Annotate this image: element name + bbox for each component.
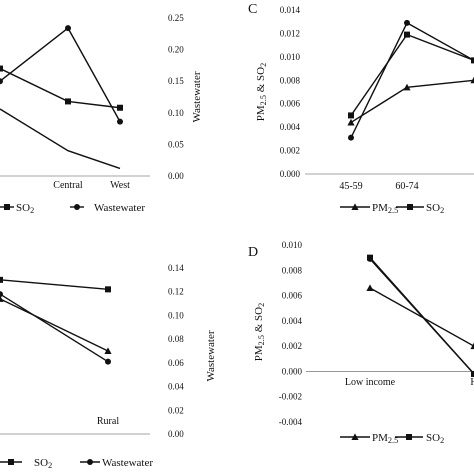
legend-label: SO2 — [16, 202, 34, 215]
legend-marker — [4, 204, 10, 210]
x-category-label: Low income — [345, 377, 396, 388]
y-tick-label: 0.12 — [168, 287, 184, 297]
x-category-label: 60-74 — [395, 181, 418, 192]
y-tick-label: 0.04 — [168, 382, 184, 392]
y-tick-label: 0.08 — [168, 334, 184, 344]
legend-label: SO2 — [34, 457, 52, 470]
data-point — [0, 276, 3, 283]
data-point — [403, 83, 411, 91]
legend-label: SO2 — [426, 432, 444, 445]
y-tick-label: 0.06 — [168, 358, 184, 368]
series-line — [0, 27, 121, 122]
data-point — [105, 286, 111, 293]
y-axis-label: PM2.5 & SO2 — [255, 63, 268, 121]
panel-d: -0.004 -0.002 0.000 0.002 0.004 0.006 0.008 0.0… — [248, 240, 474, 445]
x-category-label: Rural — [97, 416, 119, 427]
y-tick-label: 0.002 — [282, 341, 302, 351]
y-tick-label: -0.004 — [279, 417, 303, 427]
y-tick-label: 0.012 — [280, 28, 300, 38]
data-point — [471, 370, 474, 377]
y-tick-label: 0.14 — [168, 263, 184, 273]
legend-label: PM2.5 — [372, 202, 398, 215]
y-tick-label: 0.15 — [168, 76, 184, 86]
panel-e: 0.00 0.02 0.04 0.06 0.08 0.10 0.12 0.14 Wastewat… — [0, 263, 217, 470]
y-tick-label: 0.010 — [282, 240, 303, 250]
data-point — [470, 76, 474, 84]
y-tick-label: 0.008 — [282, 265, 303, 275]
series-line — [350, 21, 474, 138]
y-tick-label: 0.02 — [168, 405, 184, 415]
data-point — [117, 104, 123, 111]
data-point — [104, 347, 112, 354]
series-line — [369, 258, 474, 375]
series-line — [350, 33, 474, 116]
legend-label: Wastewater — [94, 202, 145, 214]
data-point — [0, 291, 3, 298]
data-point — [117, 118, 123, 125]
legend-marker — [8, 459, 14, 465]
data-point — [470, 342, 474, 350]
series-line — [0, 108, 121, 170]
y-axis-label: PM2.5 & SO2 — [253, 303, 266, 361]
x-category-label: Central — [53, 180, 83, 191]
y-tick-label: 0.014 — [280, 5, 301, 15]
y-tick-label: 0.10 — [168, 108, 184, 118]
data-point — [347, 118, 355, 126]
legend-marker — [351, 203, 359, 210]
panel-c: 0.000 0.002 0.004 0.006 0.008 0.010 0.012 0.014… — [248, 2, 474, 215]
data-point — [0, 78, 3, 85]
x-category-label: 45-59 — [339, 181, 362, 192]
data-point — [367, 255, 373, 262]
legend-marker — [351, 433, 359, 440]
y-tick-label: 0.006 — [280, 99, 301, 109]
data-point — [404, 31, 410, 38]
y-tick-label: 0.000 — [282, 366, 303, 376]
data-point — [366, 284, 374, 291]
y-tick-label: 0.008 — [280, 75, 301, 85]
data-point — [348, 134, 354, 141]
series-line — [0, 293, 109, 363]
x-category-label: H — [470, 377, 474, 388]
data-point — [65, 98, 71, 105]
panel-b: 0.00 0.05 0.10 0.15 0.20 0.25 Wastewater Centra… — [0, 13, 203, 215]
panel-letter: D — [248, 245, 258, 260]
data-point — [348, 112, 354, 119]
y-tick-label: 0.05 — [168, 139, 184, 149]
legend-marker — [406, 434, 412, 440]
y-tick-label: 0.004 — [280, 122, 301, 132]
panel-letter: C — [248, 2, 257, 17]
y-axis-label: Wastewater — [191, 71, 203, 122]
legend-label: Wastewater — [102, 457, 153, 469]
data-point — [105, 358, 111, 365]
y-tick-label: -0.002 — [279, 392, 302, 402]
data-point — [471, 57, 474, 64]
legend-marker — [407, 204, 413, 210]
y-tick-label: 0.004 — [282, 316, 303, 326]
y-tick-label: 0.010 — [280, 52, 301, 62]
legend-marker — [74, 204, 80, 210]
y-tick-label: 0.00 — [168, 171, 184, 181]
y-tick-label: 0.25 — [168, 13, 184, 23]
legend-label: PM2.5 — [372, 432, 398, 445]
y-tick-label: 0.00 — [168, 429, 184, 439]
data-point — [404, 19, 410, 26]
y-tick-label: 0.20 — [168, 45, 184, 55]
y-tick-label: 0.10 — [168, 310, 184, 320]
data-point — [0, 65, 3, 72]
y-tick-label: 0.006 — [282, 291, 303, 301]
legend-marker — [87, 459, 93, 465]
x-category-label: West — [110, 180, 130, 191]
data-point — [65, 25, 71, 32]
series-line — [0, 279, 109, 291]
series-line — [0, 298, 109, 352]
y-tick-label: 0.002 — [280, 146, 300, 156]
y-axis-label: Wastewater — [205, 330, 217, 381]
y-tick-label: 0.000 — [280, 169, 301, 179]
legend-label: SO2 — [426, 202, 444, 215]
